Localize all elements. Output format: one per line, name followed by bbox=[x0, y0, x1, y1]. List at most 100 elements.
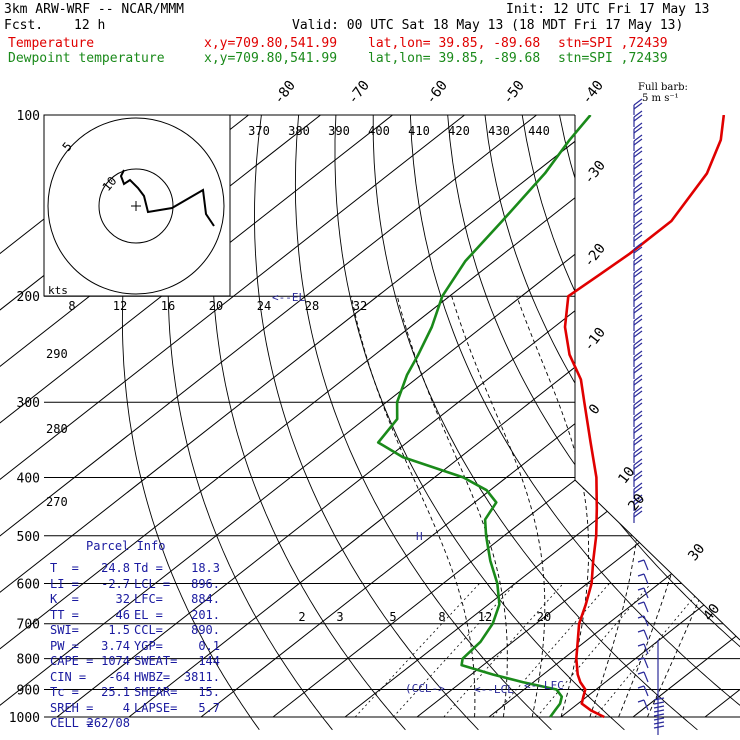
isotherm-label: -30 bbox=[581, 158, 609, 188]
wind-barb-low-flag bbox=[653, 701, 665, 705]
isotherm-label: -60 bbox=[423, 78, 451, 108]
level-marker-lfc: <--LFC bbox=[524, 679, 564, 692]
wind-barb-low bbox=[643, 685, 649, 697]
parcel-info-cell: YGP= bbox=[134, 638, 163, 653]
wind-barb-flag bbox=[633, 206, 643, 214]
wind-barb-flag bbox=[633, 326, 643, 334]
wind-barb-flag bbox=[633, 158, 643, 166]
parcel-info-cell: TT = bbox=[50, 607, 79, 622]
model-title: 3km ARW-WRF -- NCAR/MMM bbox=[4, 2, 185, 17]
parcel-info-title: Parcel Info bbox=[86, 539, 166, 553]
temperature-legend-stn: stn=SPI ,72439 bbox=[558, 36, 668, 51]
wind-barb-low-flag bbox=[637, 573, 645, 577]
wind-barb-flag bbox=[633, 242, 643, 250]
isotherm-label: -10 bbox=[581, 325, 609, 355]
wind-barb-flag bbox=[633, 254, 643, 262]
wind-barb-flag bbox=[633, 398, 643, 406]
wind-barb-flag bbox=[633, 470, 643, 478]
parcel-info-row: T = 24.8 Td = 18.3 bbox=[50, 561, 240, 576]
wind-barb-low-flag bbox=[653, 709, 665, 713]
wind-barb-flag bbox=[633, 506, 643, 514]
wind-barb-flag bbox=[633, 474, 643, 482]
mixing-ratio-label: 8 bbox=[438, 610, 445, 624]
pressure-label-200: 200 bbox=[17, 290, 40, 305]
wind-barb-flag bbox=[633, 230, 643, 238]
parcel-info-cell: 18.3 bbox=[191, 561, 220, 575]
wind-barb-flag bbox=[633, 270, 643, 278]
dewpoint-legend-name: Dewpoint temperature bbox=[8, 51, 165, 66]
isotherm-label: -80 bbox=[271, 78, 299, 108]
dewpoint-legend-xy: x,y=709.80,541.99 bbox=[204, 51, 338, 66]
hodograph-units: kts bbox=[48, 284, 68, 297]
init-time: Init: 12 UTC Fri 17 May 13 bbox=[506, 2, 710, 17]
wind-barb-low-flag bbox=[653, 721, 665, 725]
wind-barb-flag bbox=[633, 354, 643, 362]
wind-barb-flag bbox=[633, 426, 643, 434]
parcel-info-cell: 0.1 bbox=[198, 638, 220, 653]
level-marker-lcl: <--LCL bbox=[474, 683, 514, 696]
isotherm-line bbox=[0, 115, 393, 718]
isotherm-label: 0 bbox=[586, 401, 604, 417]
parcel-info-cell: 262/08 bbox=[86, 716, 130, 730]
dry-adiabat-label: 270 bbox=[46, 495, 68, 509]
parcel-info-cell: 46 bbox=[115, 607, 130, 622]
wind-barb-low-flag bbox=[637, 671, 645, 675]
pressure-label-700: 700 bbox=[17, 618, 40, 633]
pressure-label-600: 600 bbox=[17, 577, 40, 592]
wind-barb-flag bbox=[633, 150, 643, 158]
isotherm-label: 20 bbox=[625, 491, 648, 514]
parcel-info-row: SWI= 1.5 CCL= 890. bbox=[50, 623, 240, 638]
parcel-info-row: Tc = 25.1 SHEAR= 15. bbox=[50, 685, 240, 700]
moist-adiabat-label: 20 bbox=[209, 299, 223, 313]
mixing-ratio-label: 20 bbox=[537, 610, 551, 624]
dry-adiabat bbox=[294, 115, 552, 731]
wind-barb-low bbox=[643, 657, 649, 669]
wind-barb-flag bbox=[633, 98, 643, 106]
wind-legend-line2: 5 m s⁻¹ bbox=[642, 93, 679, 104]
parcel-info-cell: 1074 bbox=[101, 654, 130, 668]
isotherm-line bbox=[200, 115, 740, 718]
wind-barb-flag bbox=[633, 342, 643, 350]
wind-barb-flag bbox=[633, 102, 643, 110]
wind-barb-flag bbox=[633, 366, 643, 374]
wind-barb-flag bbox=[633, 198, 643, 206]
wind-barb-low-flag bbox=[637, 601, 645, 605]
dry-adiabat-label: 280 bbox=[46, 422, 68, 436]
dry-adiabat bbox=[254, 115, 479, 731]
moist-adiabat-label: 8 bbox=[68, 299, 75, 313]
parcel-info-cell: 896. bbox=[191, 576, 220, 591]
parcel-info-cell: LCL = bbox=[134, 576, 171, 591]
parcel-info-row: K = 32 LFC= 884. bbox=[50, 592, 240, 607]
parcel-info-cell: 4 bbox=[122, 700, 130, 715]
temperature-legend-name: Temperature bbox=[8, 36, 95, 51]
wind-barb-flag bbox=[633, 186, 643, 194]
parcel-info-cell: 15. bbox=[198, 685, 220, 699]
parcel-info-panel: Parcel Info T = 24.8 Td = 18.3 LI = -2.7 LCL =… bbox=[46, 538, 236, 730]
mixing-ratio-label: 2 bbox=[298, 610, 305, 624]
isotherm-label: -20 bbox=[581, 241, 609, 271]
wind-barb-flag bbox=[633, 182, 643, 190]
wind-barb-flag bbox=[633, 390, 643, 398]
wind-barb-flag bbox=[633, 494, 643, 502]
dry-adiabat bbox=[521, 115, 740, 731]
dewpoint-profile bbox=[376, 115, 592, 718]
parcel-info-cell: SREH = bbox=[50, 700, 94, 715]
dry-adiabat-label: 290 bbox=[46, 347, 68, 361]
wind-barb-low-flag bbox=[637, 685, 645, 689]
wind-barb-flag bbox=[633, 414, 643, 422]
wind-barb-flag bbox=[633, 362, 643, 370]
parcel-info-cell: 3.74 bbox=[101, 638, 130, 653]
parcel-info-cell: Tc = bbox=[50, 685, 79, 699]
parcel-info-row: PW = 3.74 YGP= 0.1 bbox=[50, 639, 240, 654]
parcel-info-cell: 201. bbox=[191, 607, 220, 622]
dry-adiabat bbox=[708, 115, 740, 731]
wind-barb-flag bbox=[633, 386, 643, 394]
wind-barb-flag bbox=[633, 278, 643, 286]
level-marker-el: <--EL bbox=[272, 291, 305, 304]
pressure-label-400: 400 bbox=[17, 471, 40, 486]
parcel-info-cell: 32 bbox=[115, 592, 130, 606]
wind-barb-flag bbox=[633, 222, 643, 230]
wind-barb-flag bbox=[633, 350, 643, 358]
